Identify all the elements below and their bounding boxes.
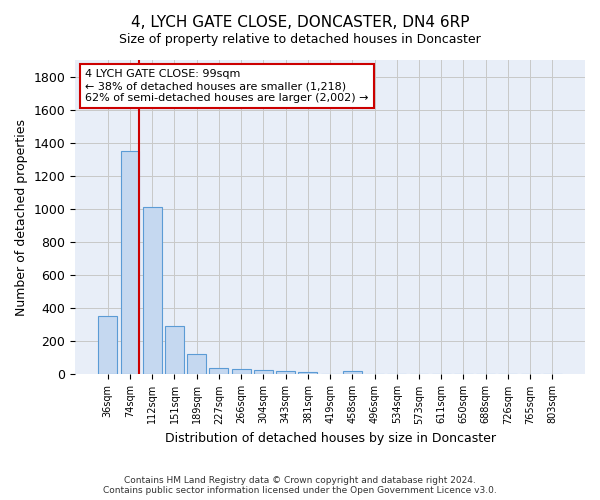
Bar: [143, 208, 161, 374]
Bar: [276, 371, 295, 374]
Bar: [298, 372, 317, 374]
Bar: [232, 368, 251, 374]
Bar: [209, 368, 229, 374]
Bar: [165, 326, 184, 374]
Text: 4, LYCH GATE CLOSE, DONCASTER, DN4 6RP: 4, LYCH GATE CLOSE, DONCASTER, DN4 6RP: [131, 15, 469, 30]
Bar: [121, 151, 139, 374]
X-axis label: Distribution of detached houses by size in Doncaster: Distribution of detached houses by size …: [164, 432, 496, 445]
Bar: [343, 371, 362, 374]
Bar: [187, 354, 206, 374]
Text: 4 LYCH GATE CLOSE: 99sqm
← 38% of detached houses are smaller (1,218)
62% of sem: 4 LYCH GATE CLOSE: 99sqm ← 38% of detach…: [85, 70, 369, 102]
Text: Size of property relative to detached houses in Doncaster: Size of property relative to detached ho…: [119, 32, 481, 46]
Y-axis label: Number of detached properties: Number of detached properties: [15, 118, 28, 316]
Bar: [254, 370, 273, 374]
Bar: [98, 316, 117, 374]
Text: Contains HM Land Registry data © Crown copyright and database right 2024.
Contai: Contains HM Land Registry data © Crown c…: [103, 476, 497, 495]
